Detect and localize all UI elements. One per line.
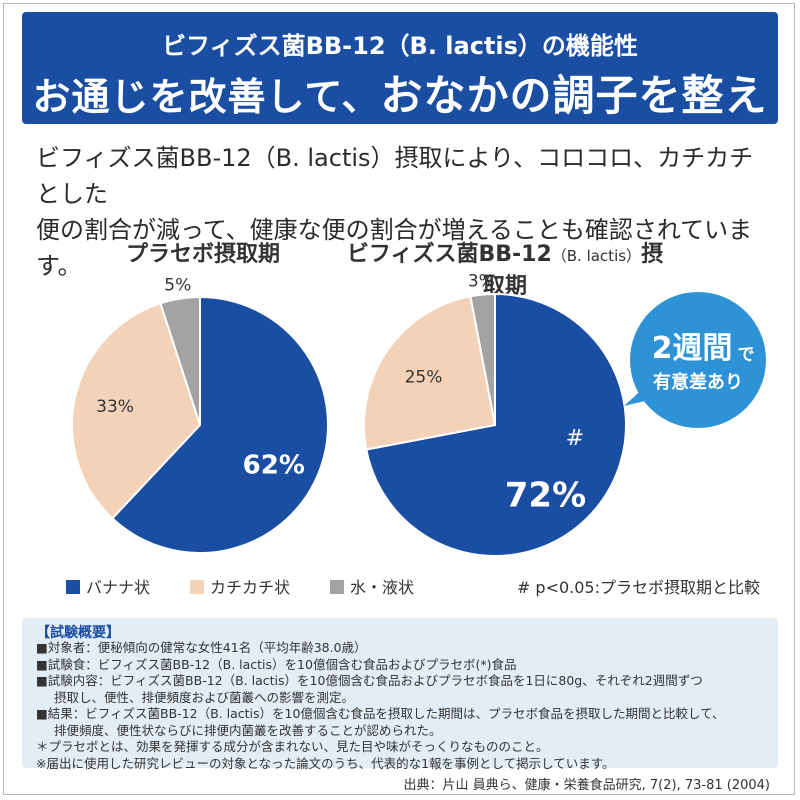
pie-label-banana: 62% [243, 450, 305, 480]
summary-line: ■結果：ビフィズス菌BB-12（B. lactis）を10億個含む食品を摂取した… [36, 706, 725, 721]
bubble-circle [630, 292, 766, 428]
legend-label-banana: バナナ状 [86, 578, 151, 597]
summary-line: 摂取し、便性、排便頻度および菌叢への影響を測定。 [54, 689, 355, 705]
legend-swatch-banana [66, 580, 80, 594]
intro-text: ビフィズス菌BB-12（B. lactis）摂取により、コロコロ、カチカチとした… [36, 140, 776, 284]
study-summary-title: 【試験概要】 [36, 625, 120, 641]
study-summary-lines: ■対象者：便秘傾向の健常な女性41名（平均年齢38.0歳） ■試験食：ビフィズス… [36, 640, 772, 772]
summary-line: ■試験食：ビフィズス菌BB-12（B. lactis）を10億個含む食品およびプ… [36, 656, 517, 672]
study-summary-box: 【試験概要】 ■対象者：便秘傾向の健常な女性41名（平均年齢38.0歳） ■試験… [22, 618, 778, 771]
header-subtitle: ビフィズス菌BB-12（B. lactis）の機能性 [162, 32, 638, 60]
header-title-part2: おなかの調子を整える [378, 71, 768, 181]
pie-label-liquid: 5% [164, 276, 191, 296]
legend-swatch-hard [190, 580, 204, 594]
chart-title-bb12-main: ビフィズス菌BB-12 [346, 242, 552, 267]
pie-slice-banana [110, 295, 329, 554]
legend-label-hard: カチカチ状 [210, 578, 291, 597]
chart-title-bb12: ビフィズス菌BB-12（B. lactis）摂取期 [340, 236, 670, 300]
significance-note: # p<0.05:プラセボ摂取期と比較 [516, 578, 760, 597]
legend-label-liquid: 水・液状 [350, 578, 415, 597]
header-title: お通じを改善して、おなかの調子を整える [22, 62, 778, 184]
pie-label-hard: 33% [96, 397, 134, 417]
pie-label-hard: 25% [405, 367, 443, 387]
citation: 出典：片山 員典ら、健康・栄養食品研究, 7(2), 73-81 (2004) [403, 778, 770, 793]
pie-label-banana: 72% [505, 476, 586, 516]
pie-slice-liquid [159, 295, 201, 426]
summary-line: ■試験内容：ビフィズス菌BB-12（B. lactis）を10億個含む食品および… [36, 673, 703, 688]
summary-line: ＊プラセボとは、効果を発揮する成分が含まれない、見た目や味がそっくりなもののこと… [36, 739, 549, 754]
legend-item-liquid: 水・液状 [330, 576, 414, 600]
page-frame [3, 3, 795, 795]
pie-slice-hard [363, 295, 497, 451]
pie-chart-placebo: 62% 33% 5% [71, 276, 329, 554]
pie-label-liquid: 3% [468, 272, 495, 292]
bubble-line-1-suffix: で [738, 345, 755, 365]
header-title-part1: お通じを改善して、 [32, 75, 381, 119]
summary-line: 排便頻度、便性状ならびに排便内菌叢を改善することが認められた。 [54, 722, 442, 738]
bubble-line-1: 2週間 [652, 331, 733, 366]
summary-line: ※届出に使用した研究レビューの対象となった論文のうち、代表的な1報を事例として掲… [36, 755, 615, 771]
chart-legend: バナナ状 カチカチ状 水・液状 # p<0.05:プラセボ摂取期と比較 [60, 576, 760, 600]
significance-bubble: 2週間 で 有意差あり [624, 292, 766, 428]
intro-line-2: 便の割合が減って、健康な便の割合が増えることも確認されています。 [36, 216, 753, 280]
intro-line-1: ビフィズス菌BB-12（B. lactis）摂取により、コロコロ、カチカチとした [36, 144, 754, 208]
pie-slice-hard [71, 302, 202, 520]
legend-swatch-liquid [330, 580, 344, 594]
pie-chart-bb12: 72% 25% 3% # [363, 272, 627, 557]
chart-title-bb12-species: （B. lactis） [551, 247, 642, 265]
legend-item-banana: バナナ状 [66, 576, 150, 600]
significance-mark: # [566, 426, 584, 451]
header-banner: ビフィズス菌BB-12（B. lactis）の機能性 お通じを改善して、おなかの… [22, 12, 778, 181]
legend-item-hard: カチカチ状 [190, 576, 290, 600]
chart-title-placebo: プラセボ摂取期 [125, 242, 280, 267]
pie-slice-liquid [469, 292, 496, 426]
pie-charts: 62% 33% 5% 72% 25% 3% # [71, 272, 627, 557]
bubble-line-2: 有意差あり [653, 371, 743, 393]
pie-slice-banana [365, 292, 627, 557]
summary-line: ■対象者：便秘傾向の健常な女性41名（平均年齢38.0歳） [36, 640, 367, 655]
